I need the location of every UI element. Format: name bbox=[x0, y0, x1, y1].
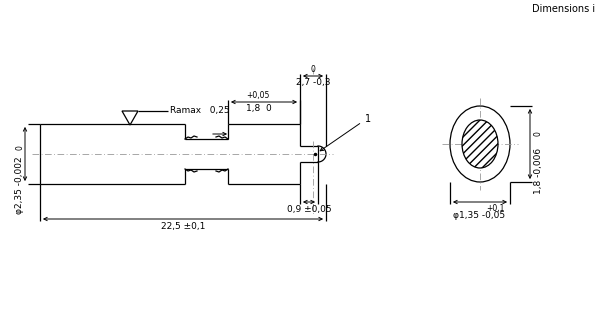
Text: Ramax   0,25: Ramax 0,25 bbox=[170, 106, 230, 114]
Ellipse shape bbox=[462, 120, 498, 168]
Text: 1,8 -0,006: 1,8 -0,006 bbox=[533, 148, 542, 194]
Text: +0,05: +0,05 bbox=[246, 91, 269, 100]
Text: 0: 0 bbox=[16, 145, 25, 150]
Text: 1: 1 bbox=[365, 114, 371, 124]
Text: Dimensions i: Dimensions i bbox=[532, 4, 595, 14]
Text: 1,8  0: 1,8 0 bbox=[246, 104, 272, 113]
Text: 2,7 -0,3: 2,7 -0,3 bbox=[296, 78, 330, 87]
Text: 0: 0 bbox=[311, 65, 316, 74]
Text: φ1,35 -0,05: φ1,35 -0,05 bbox=[453, 211, 505, 220]
Text: 22,5 ±0,1: 22,5 ±0,1 bbox=[161, 222, 205, 231]
Text: 0: 0 bbox=[533, 131, 542, 136]
Text: +0,1: +0,1 bbox=[487, 204, 505, 213]
Text: φ2,35 -0,002: φ2,35 -0,002 bbox=[16, 156, 25, 214]
Text: 0,9 ±0,05: 0,9 ±0,05 bbox=[287, 205, 331, 214]
